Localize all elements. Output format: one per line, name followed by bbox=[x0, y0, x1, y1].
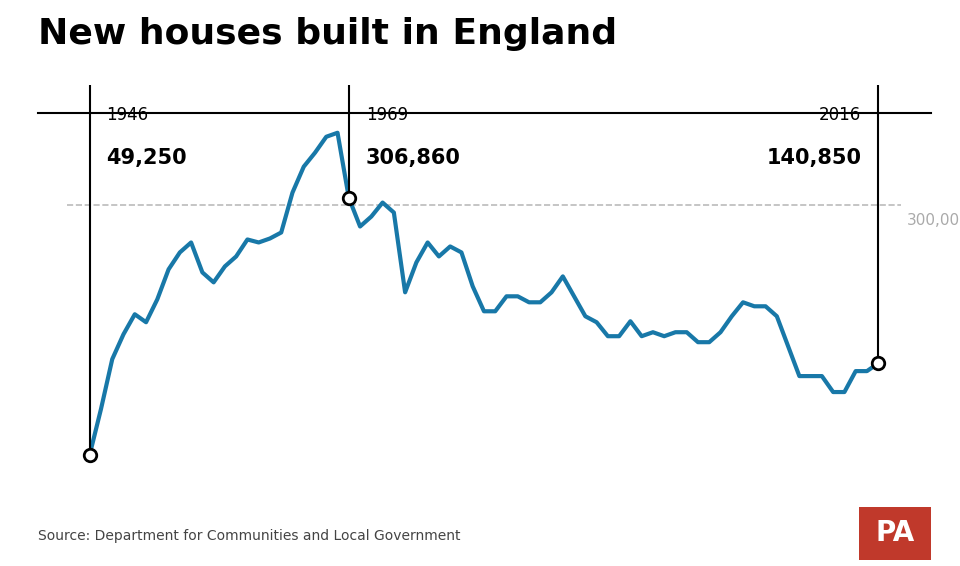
Text: 1969: 1969 bbox=[366, 106, 408, 124]
Text: 140,850: 140,850 bbox=[766, 148, 861, 168]
Text: 300,000: 300,000 bbox=[906, 213, 960, 228]
Text: 306,860: 306,860 bbox=[366, 148, 461, 168]
Text: 2016: 2016 bbox=[819, 106, 861, 124]
Text: PA: PA bbox=[876, 520, 915, 547]
Text: 49,250: 49,250 bbox=[107, 148, 187, 168]
Text: Source: Department for Communities and Local Government: Source: Department for Communities and L… bbox=[38, 529, 461, 543]
Text: 1946: 1946 bbox=[107, 106, 149, 124]
Text: New houses built in England: New houses built in England bbox=[38, 17, 617, 51]
